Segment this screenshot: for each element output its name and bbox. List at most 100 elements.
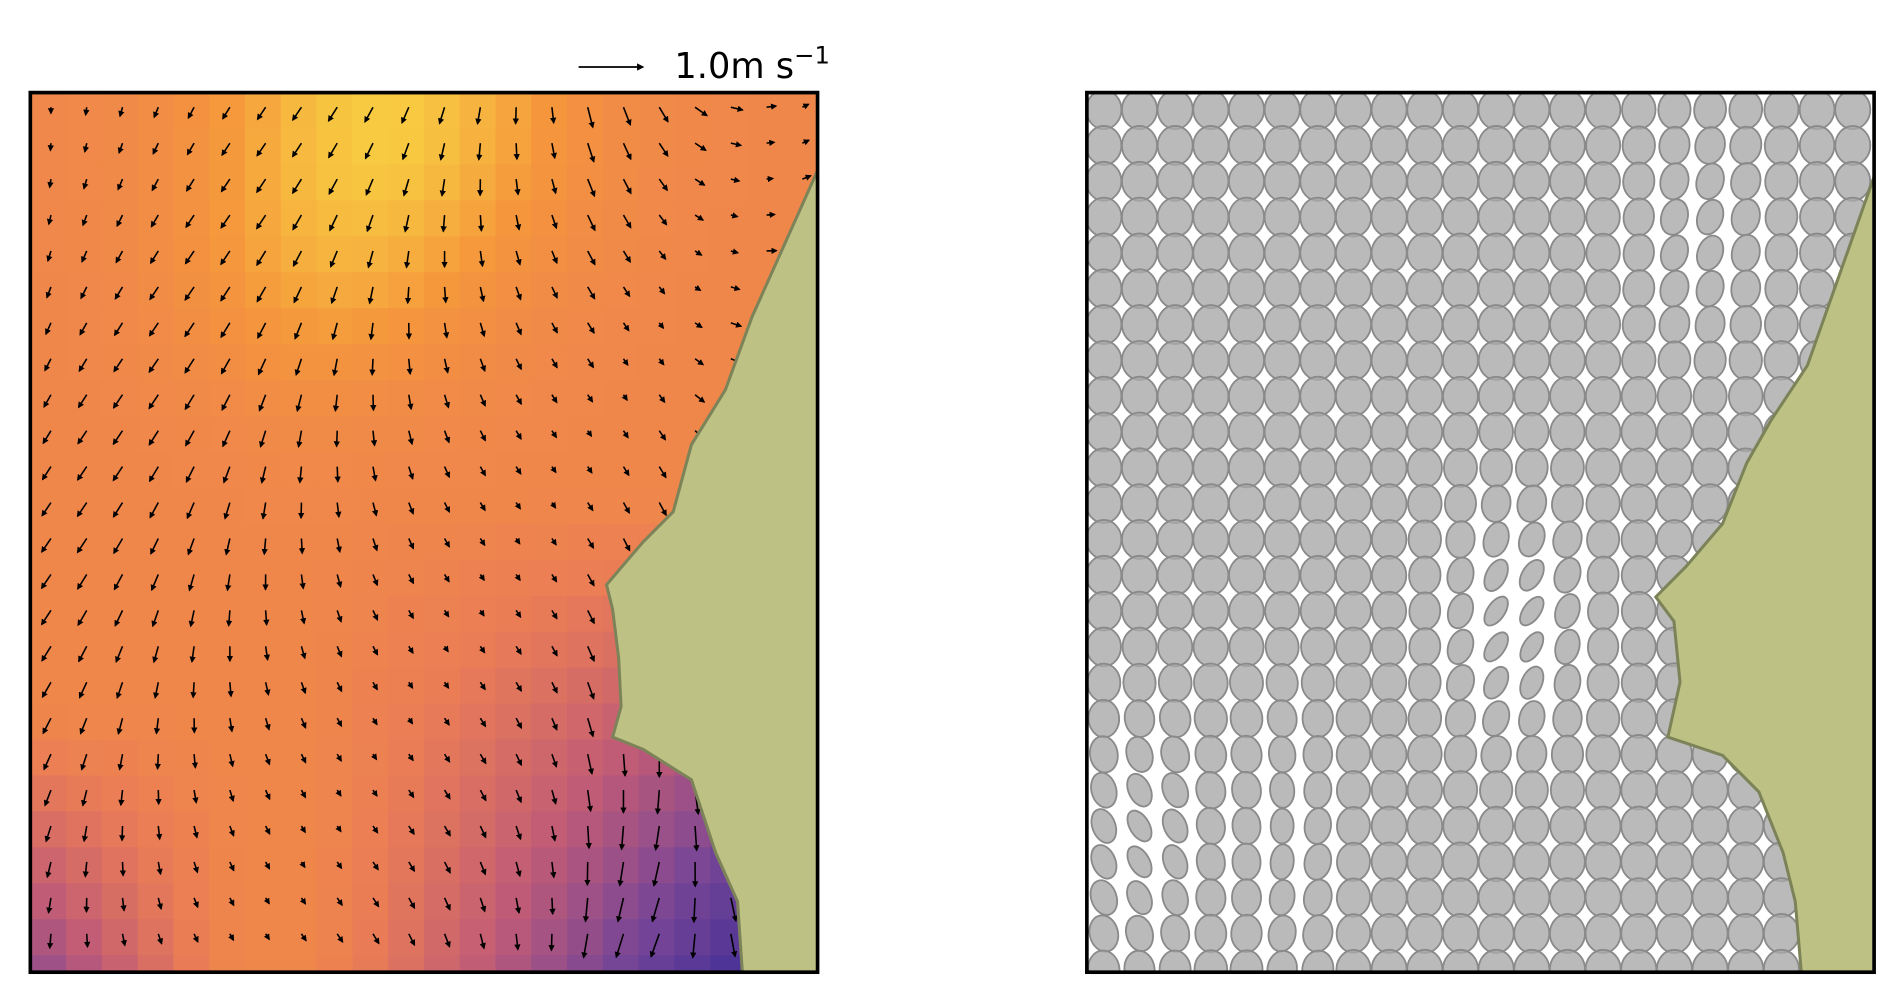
velocity-arrow <box>264 789 271 801</box>
strain-ellipse <box>1407 519 1442 560</box>
velocity-arrow <box>83 107 90 117</box>
strain-ellipse <box>1479 770 1514 811</box>
heat-cell <box>316 308 353 345</box>
strain-ellipse <box>1552 520 1583 559</box>
heat-cell <box>388 811 425 848</box>
heat-cell <box>531 703 568 741</box>
heat-cell <box>602 487 640 525</box>
strain-ellipse <box>1229 662 1264 703</box>
velocity-arrow <box>45 286 52 299</box>
heat-cell <box>602 919 640 956</box>
heat-cell <box>316 344 353 381</box>
strain-ellipse <box>1516 484 1548 523</box>
heat-cell <box>66 200 103 237</box>
heat-cell <box>388 919 425 956</box>
strain-ellipse <box>1121 375 1159 417</box>
heat-cell <box>495 200 532 237</box>
velocity-arrow <box>408 574 415 585</box>
strain-ellipse <box>1406 232 1444 274</box>
strain-ellipse <box>1620 734 1658 775</box>
velocity-arrow <box>550 466 557 474</box>
strain-ellipse <box>1513 841 1551 883</box>
velocity-arrow <box>120 933 127 947</box>
strain-ellipse <box>1263 232 1301 274</box>
velocity-arrow <box>330 286 338 305</box>
velocity-arrow <box>82 178 89 190</box>
strain-ellipse <box>1585 232 1621 274</box>
heat-cell <box>352 344 389 381</box>
velocity-arrow <box>479 358 487 373</box>
velocity-arrow <box>551 609 558 620</box>
strain-ellipse <box>1587 627 1620 667</box>
strain-ellipse <box>1584 913 1622 954</box>
heat-cell <box>674 200 711 237</box>
velocity-arrow <box>549 897 556 916</box>
velocity-arrow <box>82 142 90 153</box>
velocity-arrow <box>184 250 195 265</box>
strain-ellipse <box>1335 662 1372 703</box>
velocity-arrow <box>404 286 412 305</box>
heat-cell <box>674 380 711 417</box>
heat-cell <box>173 559 210 597</box>
velocity-arrow <box>117 142 124 155</box>
velocity-arrow <box>117 178 124 191</box>
strain-ellipse <box>1483 631 1509 663</box>
heat-cell <box>245 416 282 453</box>
heat-cell <box>459 236 497 273</box>
velocity-arrow <box>443 789 451 800</box>
velocity-arrow <box>514 897 522 915</box>
strain-ellipse <box>1334 92 1372 131</box>
velocity-arrow <box>658 142 669 158</box>
strain-ellipse <box>1086 268 1123 310</box>
strain-ellipse <box>1228 590 1265 632</box>
velocity-arrow <box>41 502 52 517</box>
velocity-arrow <box>150 574 160 592</box>
heat-cell <box>316 631 353 669</box>
heat-cell <box>459 308 497 345</box>
heat-cell <box>638 164 676 202</box>
velocity-arrow <box>332 394 340 413</box>
heat-cell <box>531 487 568 525</box>
heat-cell <box>280 883 318 920</box>
heat-cell <box>567 487 604 525</box>
heat-cell <box>746 164 783 202</box>
heat-cell <box>352 451 389 489</box>
velocity-arrow <box>294 358 303 377</box>
strain-ellipse <box>1477 913 1515 954</box>
heat-cell <box>66 883 103 920</box>
strain-ellipse <box>1442 805 1479 847</box>
heat-cell <box>423 128 461 166</box>
heat-cell <box>30 811 67 848</box>
strain-ellipse <box>1303 771 1333 810</box>
strain-ellipse <box>1549 232 1586 274</box>
velocity-arrow <box>479 933 486 950</box>
heat-cell <box>352 667 389 705</box>
velocity-arrow <box>220 358 231 375</box>
heat-cell <box>495 739 532 777</box>
strain-ellipse <box>1444 483 1477 524</box>
strain-ellipse <box>1195 770 1227 810</box>
velocity-arrow <box>622 502 631 514</box>
strain-ellipse <box>1586 519 1621 560</box>
strain-ellipse <box>1121 554 1158 596</box>
heat-cell <box>173 883 210 920</box>
strain-ellipse <box>1727 376 1764 417</box>
heat-cell <box>638 308 676 345</box>
heat-cell <box>710 308 747 345</box>
heat-cell <box>280 451 318 489</box>
velocity-arrow <box>296 430 303 448</box>
heat-cell <box>245 631 282 669</box>
heat-cell <box>459 775 497 812</box>
velocity-arrow <box>227 682 234 698</box>
velocity-arrow <box>586 466 593 474</box>
strain-ellipse <box>1442 339 1479 381</box>
velocity-arrow <box>334 466 341 483</box>
heat-cell <box>280 416 318 453</box>
heat-cell <box>495 847 532 884</box>
heat-cell <box>567 955 604 973</box>
velocity-arrow <box>658 106 669 123</box>
velocity-arrow <box>43 394 52 408</box>
velocity-arrow <box>186 142 195 156</box>
strain-ellipse <box>1299 232 1337 274</box>
velocity-arrow <box>694 284 702 292</box>
